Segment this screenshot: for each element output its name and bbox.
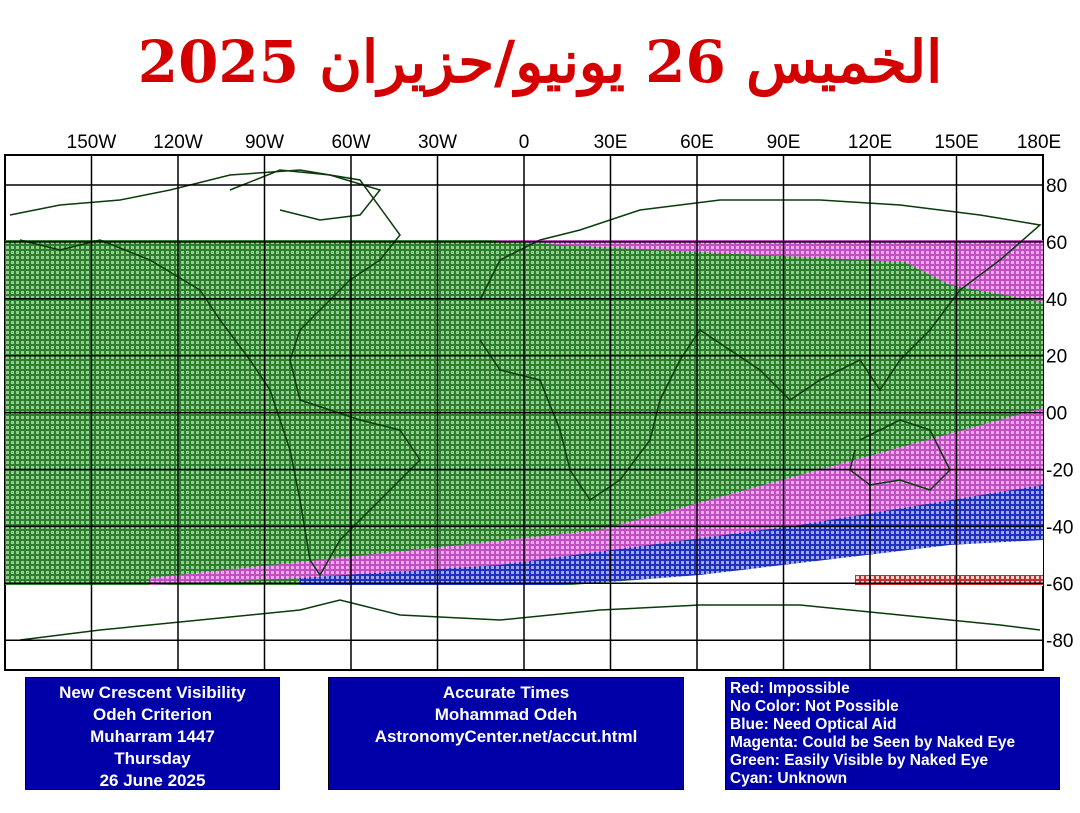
longitude-label: 120W bbox=[153, 132, 203, 153]
latitude-label: 00 bbox=[1046, 404, 1067, 425]
zone-blue bbox=[300, 485, 1043, 585]
latitude-label: -40 bbox=[1046, 517, 1073, 538]
box-line: Odeh Criterion bbox=[92, 705, 212, 724]
latitude-label: 40 bbox=[1046, 290, 1067, 311]
box-line: Mohammad Odeh bbox=[434, 705, 578, 724]
box-line: Muharram 1447 bbox=[90, 727, 215, 746]
longitude-label: 60W bbox=[331, 132, 370, 153]
box-line: Thursday bbox=[114, 749, 191, 768]
map-labels: 150W 120W 90W 60W 30W 0 30E 60E 90E 120E 150E 180E 8… bbox=[67, 132, 1074, 652]
box-line: Cyan: Unknown bbox=[730, 770, 848, 787]
box-line: Accurate Times bbox=[442, 683, 570, 702]
title: الخميس 26 يونيو/حزيران 2025 bbox=[137, 28, 943, 96]
coastlines bbox=[9, 169, 1042, 641]
longitude-label: 180E bbox=[1017, 132, 1061, 153]
box-line: New Crescent Visibility bbox=[59, 683, 246, 702]
longitude-label: 30W bbox=[418, 132, 457, 153]
info-box: Accurate Times Mohammad Odeh AstronomyCent… bbox=[328, 677, 684, 790]
latitude-label: -60 bbox=[1046, 574, 1073, 595]
zone-magenta bbox=[490, 240, 1043, 302]
info-box: New Crescent Visibility Odeh Criterion Muh… bbox=[25, 677, 280, 790]
latitude-label: 80 bbox=[1046, 176, 1067, 197]
longitude-label: 30E bbox=[594, 132, 628, 153]
box-line: Red: Impossible bbox=[730, 680, 850, 697]
graticule bbox=[5, 155, 1043, 670]
box-line: 26 June 2025 bbox=[99, 771, 206, 790]
longitude-label: 150E bbox=[934, 132, 978, 153]
zone-magenta bbox=[150, 408, 1043, 585]
box-line: AstronomyCenter.net/accut.html bbox=[374, 727, 638, 746]
latitude-label: -80 bbox=[1046, 631, 1073, 652]
longitude-label: 90E bbox=[767, 132, 801, 153]
latitude-label: 20 bbox=[1046, 347, 1067, 368]
box-line: Magenta: Could be Seen by Naked Eye bbox=[730, 734, 1016, 751]
box-line: Green: Easily Visible by Naked Eye bbox=[730, 752, 989, 769]
longitude-label: 0 bbox=[519, 132, 530, 153]
zone-red bbox=[855, 575, 1043, 585]
longitude-label: 60E bbox=[680, 132, 714, 153]
longitude-label: 90W bbox=[245, 132, 284, 153]
latitude-label: -20 bbox=[1046, 461, 1073, 482]
latitude-label: 60 bbox=[1046, 233, 1067, 254]
zone-none bbox=[560, 540, 1043, 586]
legend-box: Red: Impossible No Color: Not Possible Blu… bbox=[725, 677, 1060, 790]
longitude-label: 120E bbox=[848, 132, 892, 153]
box-line: Blue: Need Optical Aid bbox=[730, 716, 897, 733]
box-line: No Color: Not Possible bbox=[730, 698, 899, 715]
longitude-label: 150W bbox=[67, 132, 117, 153]
